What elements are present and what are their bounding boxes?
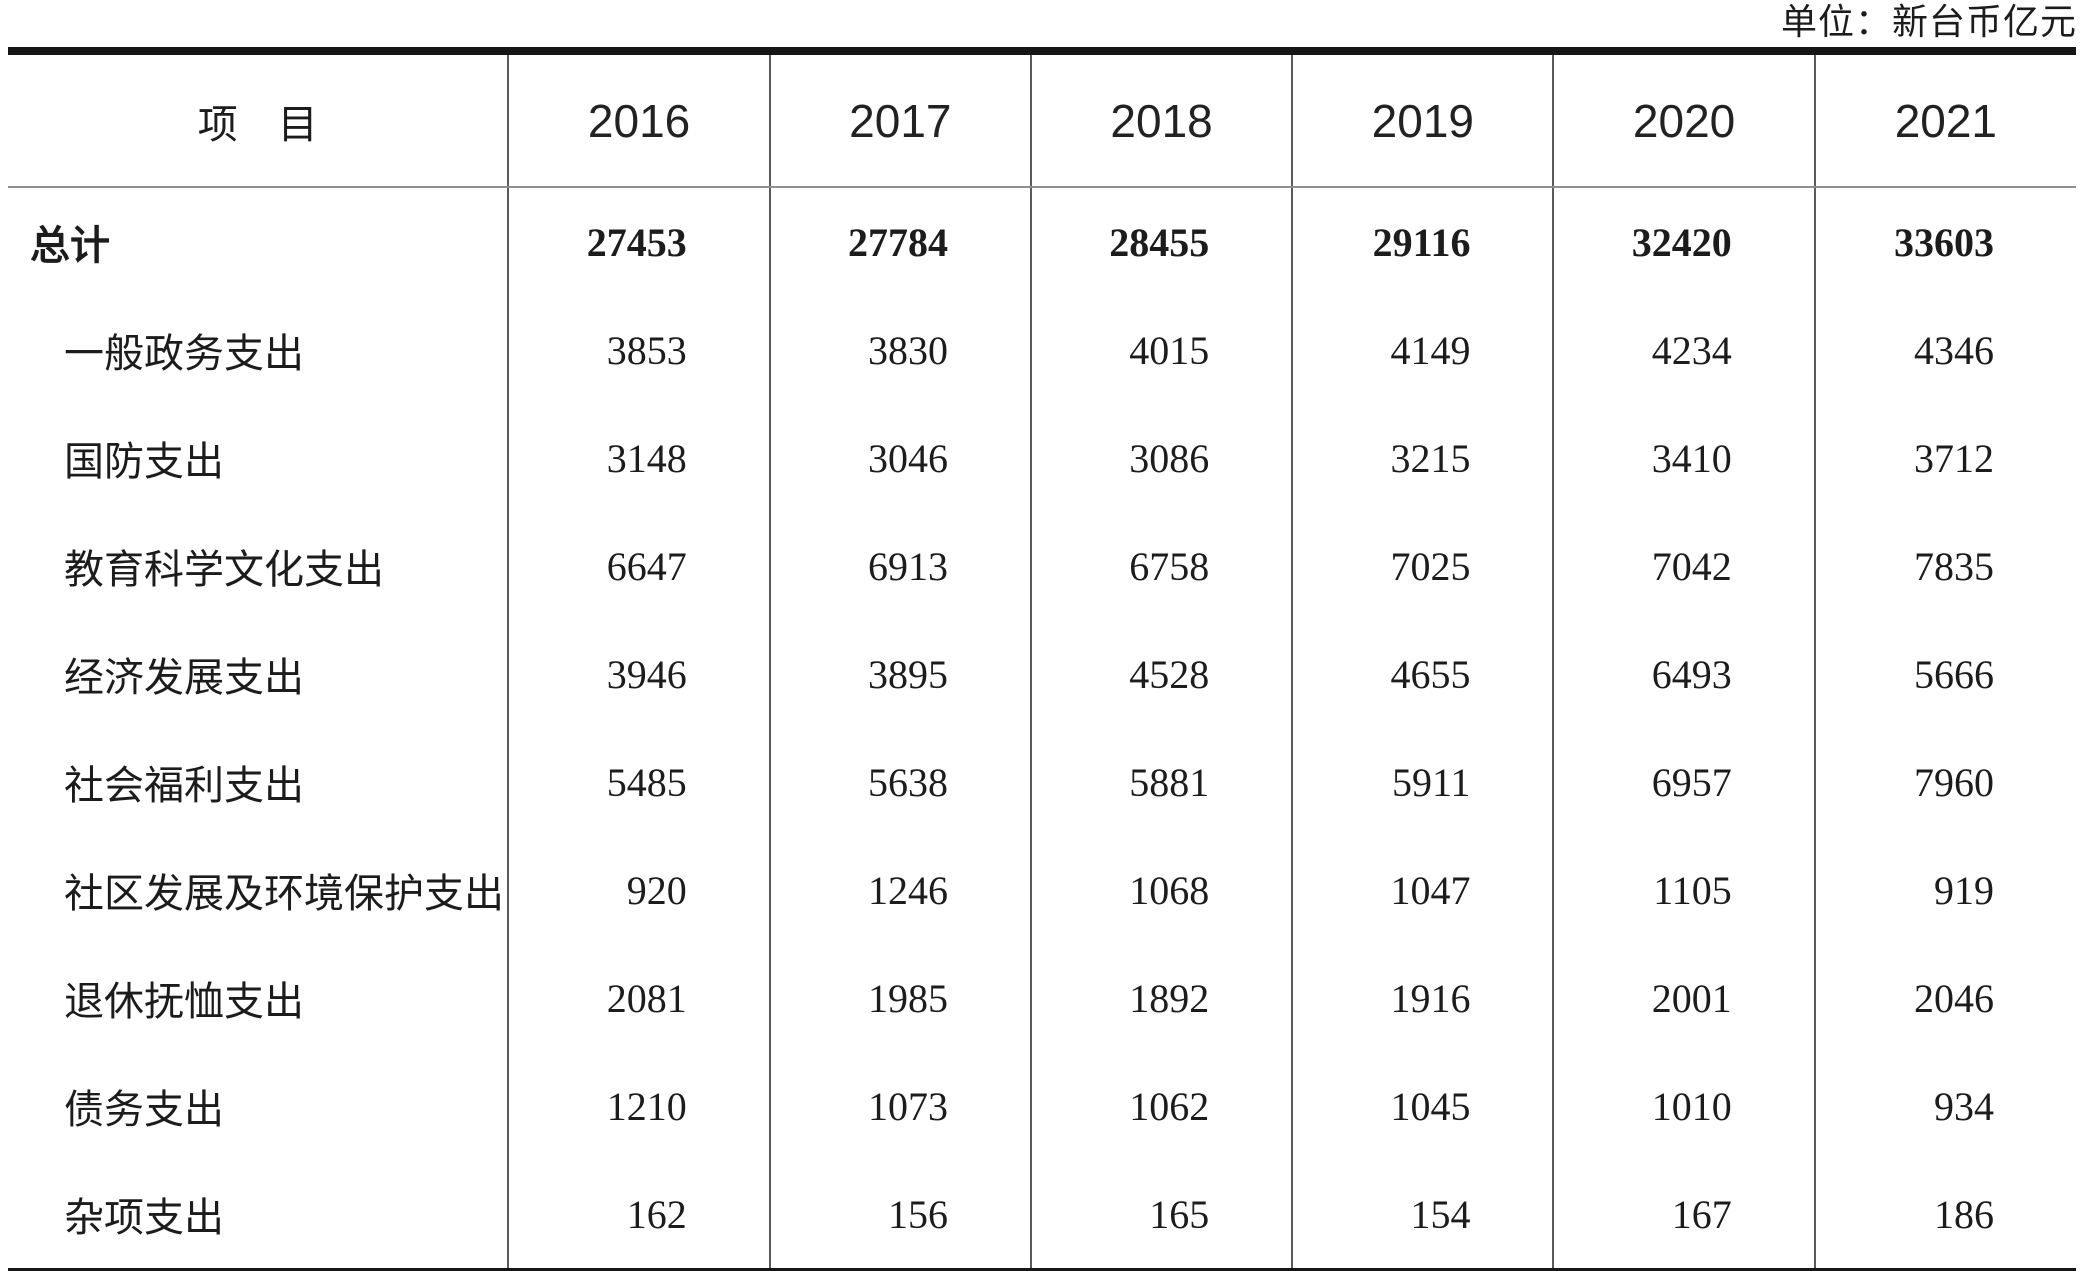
value-cell: 29116 — [1292, 187, 1555, 296]
value-cell: 7960 — [1914, 759, 1994, 805]
column-header-2021: 2021 — [1814, 51, 2076, 188]
table-header-row: 项 目 2016 2017 2018 2019 2020 2021 — [8, 51, 2076, 188]
value-cell: 1045 — [1292, 1052, 1555, 1160]
value-cell: 3046 — [769, 404, 1032, 512]
value-cell: 3830 — [769, 296, 1032, 404]
value-cell: 920 — [508, 836, 771, 944]
row-label: 教育科学文化支出 — [8, 512, 510, 620]
value-cell: 3086 — [1030, 404, 1294, 512]
column-header-2017: 2017 — [769, 51, 1032, 188]
value-cell: 5638 — [769, 728, 1032, 836]
expenditure-table: 项 目 2016 2017 2018 2019 2020 2021 总计 274… — [8, 47, 2076, 1271]
unit-label: 单位：新台币亿元 — [1780, 2, 2077, 42]
value-cell: 934 — [1934, 1083, 1994, 1129]
value-cell: 6647 — [508, 512, 771, 620]
value-cell: 27453 — [508, 187, 771, 296]
value-cell: 3712 — [1914, 435, 1994, 481]
row-label: 社会福利支出 — [8, 728, 510, 836]
value-cell: 7025 — [1292, 512, 1555, 620]
value-cell: 33603 — [1894, 219, 1994, 265]
value-cell: 6758 — [1030, 512, 1294, 620]
value-cell: 3215 — [1292, 404, 1555, 512]
value-cell: 5881 — [1030, 728, 1294, 836]
table-row-education-science-culture: 教育科学文化支出 6647 6913 6758 7025 7042 7835 — [8, 512, 2076, 620]
table-row-miscellaneous: 杂项支出 162 156 165 154 167 186 — [8, 1160, 2076, 1271]
value-cell: 5485 — [508, 728, 771, 836]
table-row-total: 总计 27453 27784 28455 29116 32420 33603 — [8, 187, 2076, 296]
value-cell: 1210 — [508, 1052, 771, 1160]
table-row-debt: 债务支出 1210 1073 1062 1045 1010 934 — [8, 1052, 2076, 1160]
value-cell: 6913 — [769, 512, 1032, 620]
value-cell: 1073 — [769, 1052, 1032, 1160]
value-cell: 3410 — [1553, 404, 1816, 512]
value-cell: 4149 — [1292, 296, 1555, 404]
value-cell: 28455 — [1030, 187, 1294, 296]
row-label: 总计 — [8, 187, 510, 296]
value-cell: 2046 — [1914, 975, 1994, 1021]
value-cell: 3895 — [769, 620, 1032, 728]
value-cell: 5666 — [1914, 651, 1994, 697]
value-cell: 1105 — [1553, 836, 1816, 944]
value-cell: 2001 — [1553, 944, 1816, 1052]
row-label: 一般政务支出 — [8, 296, 510, 404]
row-label: 经济发展支出 — [8, 620, 510, 728]
row-label: 债务支出 — [8, 1052, 510, 1160]
value-cell: 167 — [1553, 1160, 1816, 1271]
value-cell: 186 — [1934, 1191, 1994, 1237]
value-cell: 3148 — [508, 404, 771, 512]
value-cell: 1916 — [1292, 944, 1555, 1052]
value-cell: 4528 — [1030, 620, 1294, 728]
value-cell: 1068 — [1030, 836, 1294, 944]
value-cell: 1062 — [1030, 1052, 1294, 1160]
row-label: 国防支出 — [8, 404, 510, 512]
table-row-general-affairs: 一般政务支出 3853 3830 4015 4149 4234 4346 — [8, 296, 2076, 404]
value-cell: 1246 — [769, 836, 1032, 944]
value-cell: 1010 — [1553, 1052, 1816, 1160]
column-header-2018: 2018 — [1030, 51, 1294, 188]
value-cell: 1047 — [1292, 836, 1555, 944]
value-cell: 2081 — [508, 944, 771, 1052]
value-cell: 165 — [1030, 1160, 1294, 1271]
table-row-community-environment: 社区发展及环境保护支出 920 1246 1068 1047 1105 919 — [8, 836, 2076, 944]
value-cell: 1985 — [769, 944, 1032, 1052]
value-cell: 154 — [1292, 1160, 1555, 1271]
column-header-item: 项 目 — [8, 51, 510, 188]
value-cell: 3946 — [508, 620, 771, 728]
value-cell: 5911 — [1292, 728, 1555, 836]
value-cell: 7042 — [1553, 512, 1816, 620]
value-cell: 1892 — [1030, 944, 1294, 1052]
table-row-defense: 国防支出 3148 3046 3086 3215 3410 3712 — [8, 404, 2076, 512]
value-cell: 3853 — [508, 296, 771, 404]
value-cell: 6493 — [1553, 620, 1816, 728]
table-row-social-welfare: 社会福利支出 5485 5638 5881 5911 6957 7960 — [8, 728, 2076, 836]
value-cell: 7835 — [1914, 543, 1994, 589]
value-cell: 156 — [769, 1160, 1032, 1271]
value-cell: 32420 — [1553, 187, 1816, 296]
row-label: 社区发展及环境保护支出 — [8, 836, 510, 944]
row-label: 退休抚恤支出 — [8, 944, 510, 1052]
table-row-economic-development: 经济发展支出 3946 3895 4528 4655 6493 5666 — [8, 620, 2076, 728]
column-header-2019: 2019 — [1292, 51, 1555, 188]
value-cell: 4346 — [1914, 327, 1994, 373]
value-cell: 4234 — [1553, 296, 1816, 404]
table-row-pension: 退休抚恤支出 2081 1985 1892 1916 2001 2046 — [8, 944, 2076, 1052]
value-cell: 4655 — [1292, 620, 1555, 728]
value-cell: 162 — [508, 1160, 771, 1271]
value-cell: 27784 — [769, 187, 1032, 296]
value-cell: 6957 — [1553, 728, 1816, 836]
column-header-2016: 2016 — [508, 51, 771, 188]
value-cell: 4015 — [1030, 296, 1294, 404]
column-header-2020: 2020 — [1553, 51, 1816, 188]
value-cell: 919 — [1934, 867, 1994, 913]
row-label: 杂项支出 — [8, 1160, 510, 1271]
